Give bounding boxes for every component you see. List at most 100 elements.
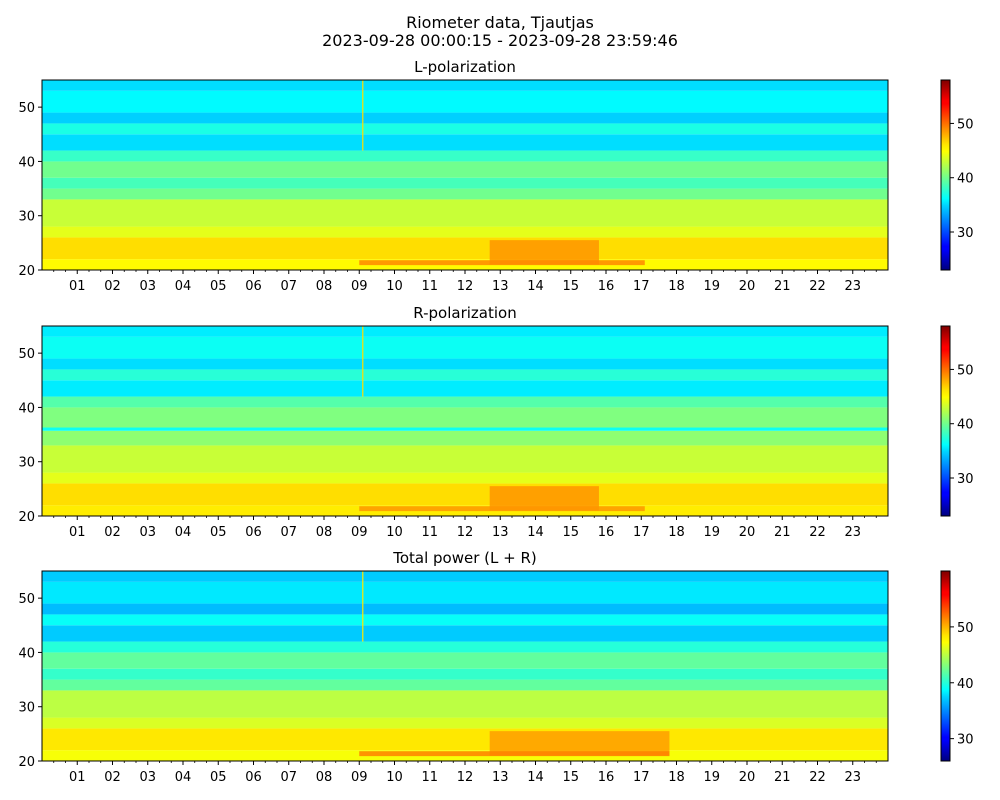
r-polarization-x-tick-label: 08 bbox=[316, 525, 333, 540]
total-power-band bbox=[42, 690, 888, 718]
l-polarization-x-tick-label: 09 bbox=[351, 279, 368, 294]
l-polarization-y-tick-label: 40 bbox=[18, 155, 35, 170]
total-power-band bbox=[42, 614, 888, 626]
total-power-y-tick-label: 20 bbox=[18, 755, 35, 770]
figure-subtitle: 2023-09-28 00:00:15 - 2023-09-28 23:59:4… bbox=[322, 31, 678, 50]
total-power-band bbox=[42, 581, 888, 604]
total-power-x-tick-label: 12 bbox=[457, 770, 474, 785]
l-polarization-band bbox=[42, 112, 888, 124]
l-polarization-band bbox=[42, 199, 888, 227]
r-polarization-y-tick-label: 20 bbox=[18, 510, 35, 525]
l-polarization-x-tick-label: 05 bbox=[210, 279, 227, 294]
r-polarization-band bbox=[42, 430, 888, 446]
total-power-x-tick-label: 18 bbox=[668, 770, 685, 785]
r-polarization-title: R-polarization bbox=[413, 304, 516, 322]
total-power-x-tick-label: 22 bbox=[809, 770, 826, 785]
r-polarization-x-tick-label: 10 bbox=[386, 525, 403, 540]
r-polarization-enhancement-region bbox=[359, 506, 645, 512]
l-polarization-x-tick-label: 02 bbox=[104, 279, 121, 294]
total-power-band bbox=[42, 625, 888, 642]
total-power-band bbox=[42, 728, 888, 751]
l-polarization-x-tick-label: 08 bbox=[316, 279, 333, 294]
l-polarization-band bbox=[42, 90, 888, 113]
total-power-panel: Total power (L + R) 20 30 40 50 01 02 03 04 05 06 0… bbox=[18, 549, 973, 785]
r-polarization-band bbox=[42, 396, 888, 408]
r-polarization-y-tick-label: 30 bbox=[18, 456, 35, 471]
l-polarization-colorbar-tick-label: 50 bbox=[957, 117, 974, 132]
l-polarization-x-tick-label: 11 bbox=[421, 279, 438, 294]
r-polarization-band bbox=[42, 483, 888, 506]
total-power-band bbox=[42, 603, 888, 615]
total-power-band bbox=[42, 679, 888, 691]
r-polarization-x-tick-label: 13 bbox=[492, 525, 509, 540]
total-power-x-tick-label: 11 bbox=[421, 770, 438, 785]
l-polarization-x-tick-label: 10 bbox=[386, 279, 403, 294]
total-power-x-tick-label: 17 bbox=[633, 770, 650, 785]
l-polarization-colorbar bbox=[940, 79, 951, 271]
total-power-band bbox=[42, 652, 888, 669]
l-polarization-band bbox=[42, 237, 888, 260]
l-polarization-band bbox=[42, 80, 888, 91]
total-power-x-tick-label: 03 bbox=[139, 770, 156, 785]
total-power-band bbox=[42, 641, 888, 653]
l-polarization-x-tick-label: 20 bbox=[739, 279, 756, 294]
r-polarization-x-tick-label: 18 bbox=[668, 525, 685, 540]
l-polarization-x-tick-label: 03 bbox=[139, 279, 156, 294]
r-polarization-x-tick-label: 14 bbox=[527, 525, 544, 540]
l-polarization-x-tick-label: 23 bbox=[844, 279, 861, 294]
l-polarization-x-tick-label: 12 bbox=[457, 279, 474, 294]
r-polarization-x-tick-label: 01 bbox=[69, 525, 86, 540]
r-polarization-x-tick-label: 15 bbox=[562, 525, 579, 540]
r-polarization-band bbox=[42, 336, 888, 359]
total-power-enhancement-region bbox=[359, 751, 670, 757]
r-polarization-colorbar bbox=[940, 325, 951, 517]
total-power-band bbox=[42, 668, 888, 680]
total-power-x-tick-label: 19 bbox=[703, 770, 720, 785]
r-polarization-x-tick-label: 21 bbox=[774, 525, 791, 540]
r-polarization-y-tick-label: 50 bbox=[18, 347, 35, 362]
total-power-x-tick-label: 15 bbox=[562, 770, 579, 785]
r-polarization-x-tick-label: 11 bbox=[421, 525, 438, 540]
r-polarization-x-tick-label: 22 bbox=[809, 525, 826, 540]
l-polarization-x-tick-label: 04 bbox=[175, 279, 192, 294]
r-polarization-band bbox=[42, 380, 888, 397]
l-polarization-band bbox=[42, 188, 888, 200]
r-polarization-x-tick-label: 19 bbox=[703, 525, 720, 540]
l-polarization-x-tick-label: 13 bbox=[492, 279, 509, 294]
total-power-x-tick-label: 21 bbox=[774, 770, 791, 785]
total-power-x-tick-label: 13 bbox=[492, 770, 509, 785]
l-polarization-x-tick-label: 18 bbox=[668, 279, 685, 294]
r-polarization-band bbox=[42, 369, 888, 381]
r-polarization-y-tick-label: 40 bbox=[18, 401, 35, 416]
r-polarization-x-tick-label: 07 bbox=[280, 525, 297, 540]
l-polarization-x-tick-label: 15 bbox=[562, 279, 579, 294]
r-polarization-colorbar-tick-label: 30 bbox=[957, 472, 974, 487]
total-power-x-tick-label: 04 bbox=[175, 770, 192, 785]
l-polarization-x-tick-label: 14 bbox=[527, 279, 544, 294]
total-power-y-tick-label: 50 bbox=[18, 592, 35, 607]
r-polarization-band bbox=[42, 358, 888, 370]
total-power-colorbar-tick-label: 30 bbox=[957, 733, 974, 748]
r-polarization-band bbox=[42, 427, 888, 431]
l-polarization-x-tick-label: 19 bbox=[703, 279, 720, 294]
figure-title: Riometer data, Tjautjas bbox=[406, 13, 594, 32]
total-power-x-tick-label: 14 bbox=[527, 770, 544, 785]
total-power-x-tick-label: 16 bbox=[598, 770, 615, 785]
total-power-title: Total power (L + R) bbox=[392, 549, 537, 567]
l-polarization-y-tick-label: 50 bbox=[18, 101, 35, 116]
r-polarization-band bbox=[42, 472, 888, 484]
l-polarization-colorbar-tick-label: 40 bbox=[957, 172, 974, 187]
r-polarization-x-tick-label: 09 bbox=[351, 525, 368, 540]
l-polarization-colorbar-tick-label: 30 bbox=[957, 226, 974, 241]
total-power-band bbox=[42, 717, 888, 729]
total-power-x-tick-label: 20 bbox=[739, 770, 756, 785]
r-polarization-x-tick-label: 06 bbox=[245, 525, 262, 540]
total-power-x-tick-label: 09 bbox=[351, 770, 368, 785]
r-polarization-x-tick-label: 05 bbox=[210, 525, 227, 540]
r-polarization-x-tick-label: 20 bbox=[739, 525, 756, 540]
total-power-x-tick-label: 23 bbox=[844, 770, 861, 785]
l-polarization-enhancement-region bbox=[359, 260, 645, 266]
total-power-colorbar bbox=[940, 570, 951, 762]
r-polarization-band bbox=[42, 326, 888, 337]
